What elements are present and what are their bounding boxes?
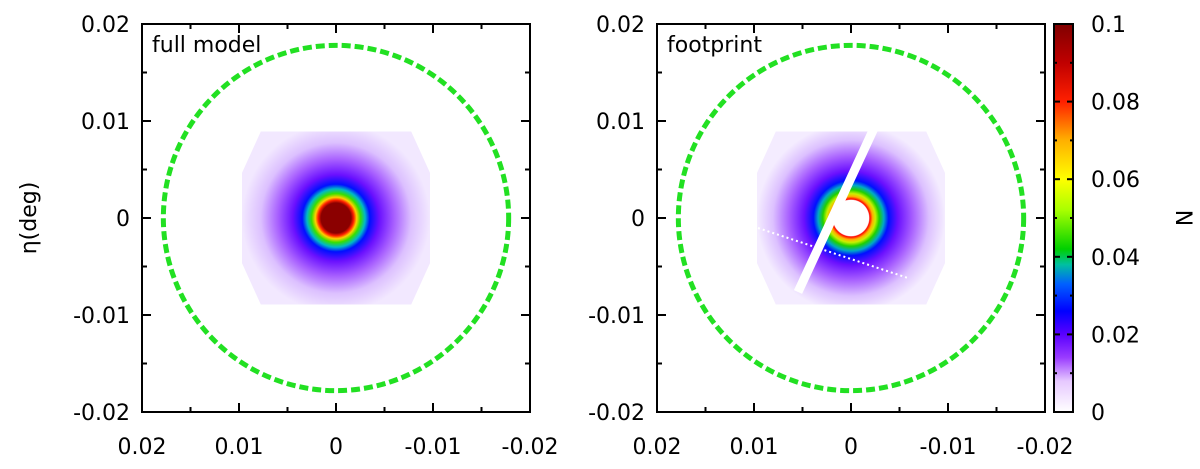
panel-footprint: 0.02 0.01 0 -0.01 -0.02 0.02 0.01 0 -0.01 -0.02 f…: [588, 13, 1073, 460]
ticks: 0.02 0.01 0 -0.01 -0.02 0.02 0.01 0 -0.01 -0.02: [73, 13, 558, 460]
colorbar-gradient: [1054, 24, 1073, 412]
density-map-footprint: [757, 124, 945, 312]
x-tick-label: -0.02: [502, 435, 559, 460]
x-tick-label: 0.02: [118, 435, 167, 460]
colorbar-ticks: 0 0.02 0.04 0.06 0.08 0.1: [1054, 13, 1140, 426]
density-map-full: [242, 124, 430, 312]
y-tick-label: 0: [631, 207, 645, 232]
y-tick-label: 0.01: [596, 110, 645, 135]
x-tick-label: 0: [844, 435, 858, 460]
y-tick-label: -0.01: [73, 304, 130, 329]
colorbar-tick-label: 0.04: [1091, 246, 1140, 271]
ticks: 0.02 0.01 0 -0.01 -0.02 0.02 0.01 0 -0.01 -0.02: [588, 13, 1073, 460]
colorbar-tick-label: 0: [1091, 401, 1105, 426]
colorbar-tick-label: 0.06: [1091, 168, 1140, 193]
y-axis-label: η(deg): [17, 182, 42, 255]
colorbar-label: N: [1170, 210, 1195, 226]
x-tick-label: -0.01: [920, 435, 977, 460]
colorbar: 0 0.02 0.04 0.06 0.08 0.1 N: [1053, 13, 1195, 426]
x-tick-label: 0.01: [730, 435, 779, 460]
x-tick-label: 0.01: [215, 435, 264, 460]
y-tick-label: 0.02: [81, 13, 130, 38]
y-tick-label: -0.02: [73, 401, 130, 426]
colorbar-tick-label: 0.02: [1091, 323, 1140, 348]
chip-gap: [793, 122, 881, 294]
y-tick-label: -0.01: [588, 304, 645, 329]
panel-full-model: 0.02 0.01 0 -0.01 -0.02 0.02 0.01 0 -0.01 -0.02 f…: [17, 13, 558, 460]
x-tick-label: -0.01: [405, 435, 462, 460]
footprint-circle: [160, 42, 512, 394]
panel-label: footprint: [667, 33, 762, 58]
x-tick-label: -0.02: [1017, 435, 1074, 460]
dotted-gap: [757, 227, 909, 279]
footprint-circle: [675, 42, 1027, 394]
x-tick-label: 0: [329, 435, 343, 460]
y-tick-label: 0.02: [596, 13, 645, 38]
y-tick-label: -0.02: [588, 401, 645, 426]
y-tick-label: 0.01: [81, 110, 130, 135]
panel-label: full model: [152, 33, 261, 58]
colorbar-tick-label: 0.08: [1091, 91, 1140, 116]
colorbar-tick-label: 0.1: [1091, 13, 1126, 38]
y-tick-label: 0: [116, 207, 130, 232]
x-tick-label: 0.02: [633, 435, 682, 460]
